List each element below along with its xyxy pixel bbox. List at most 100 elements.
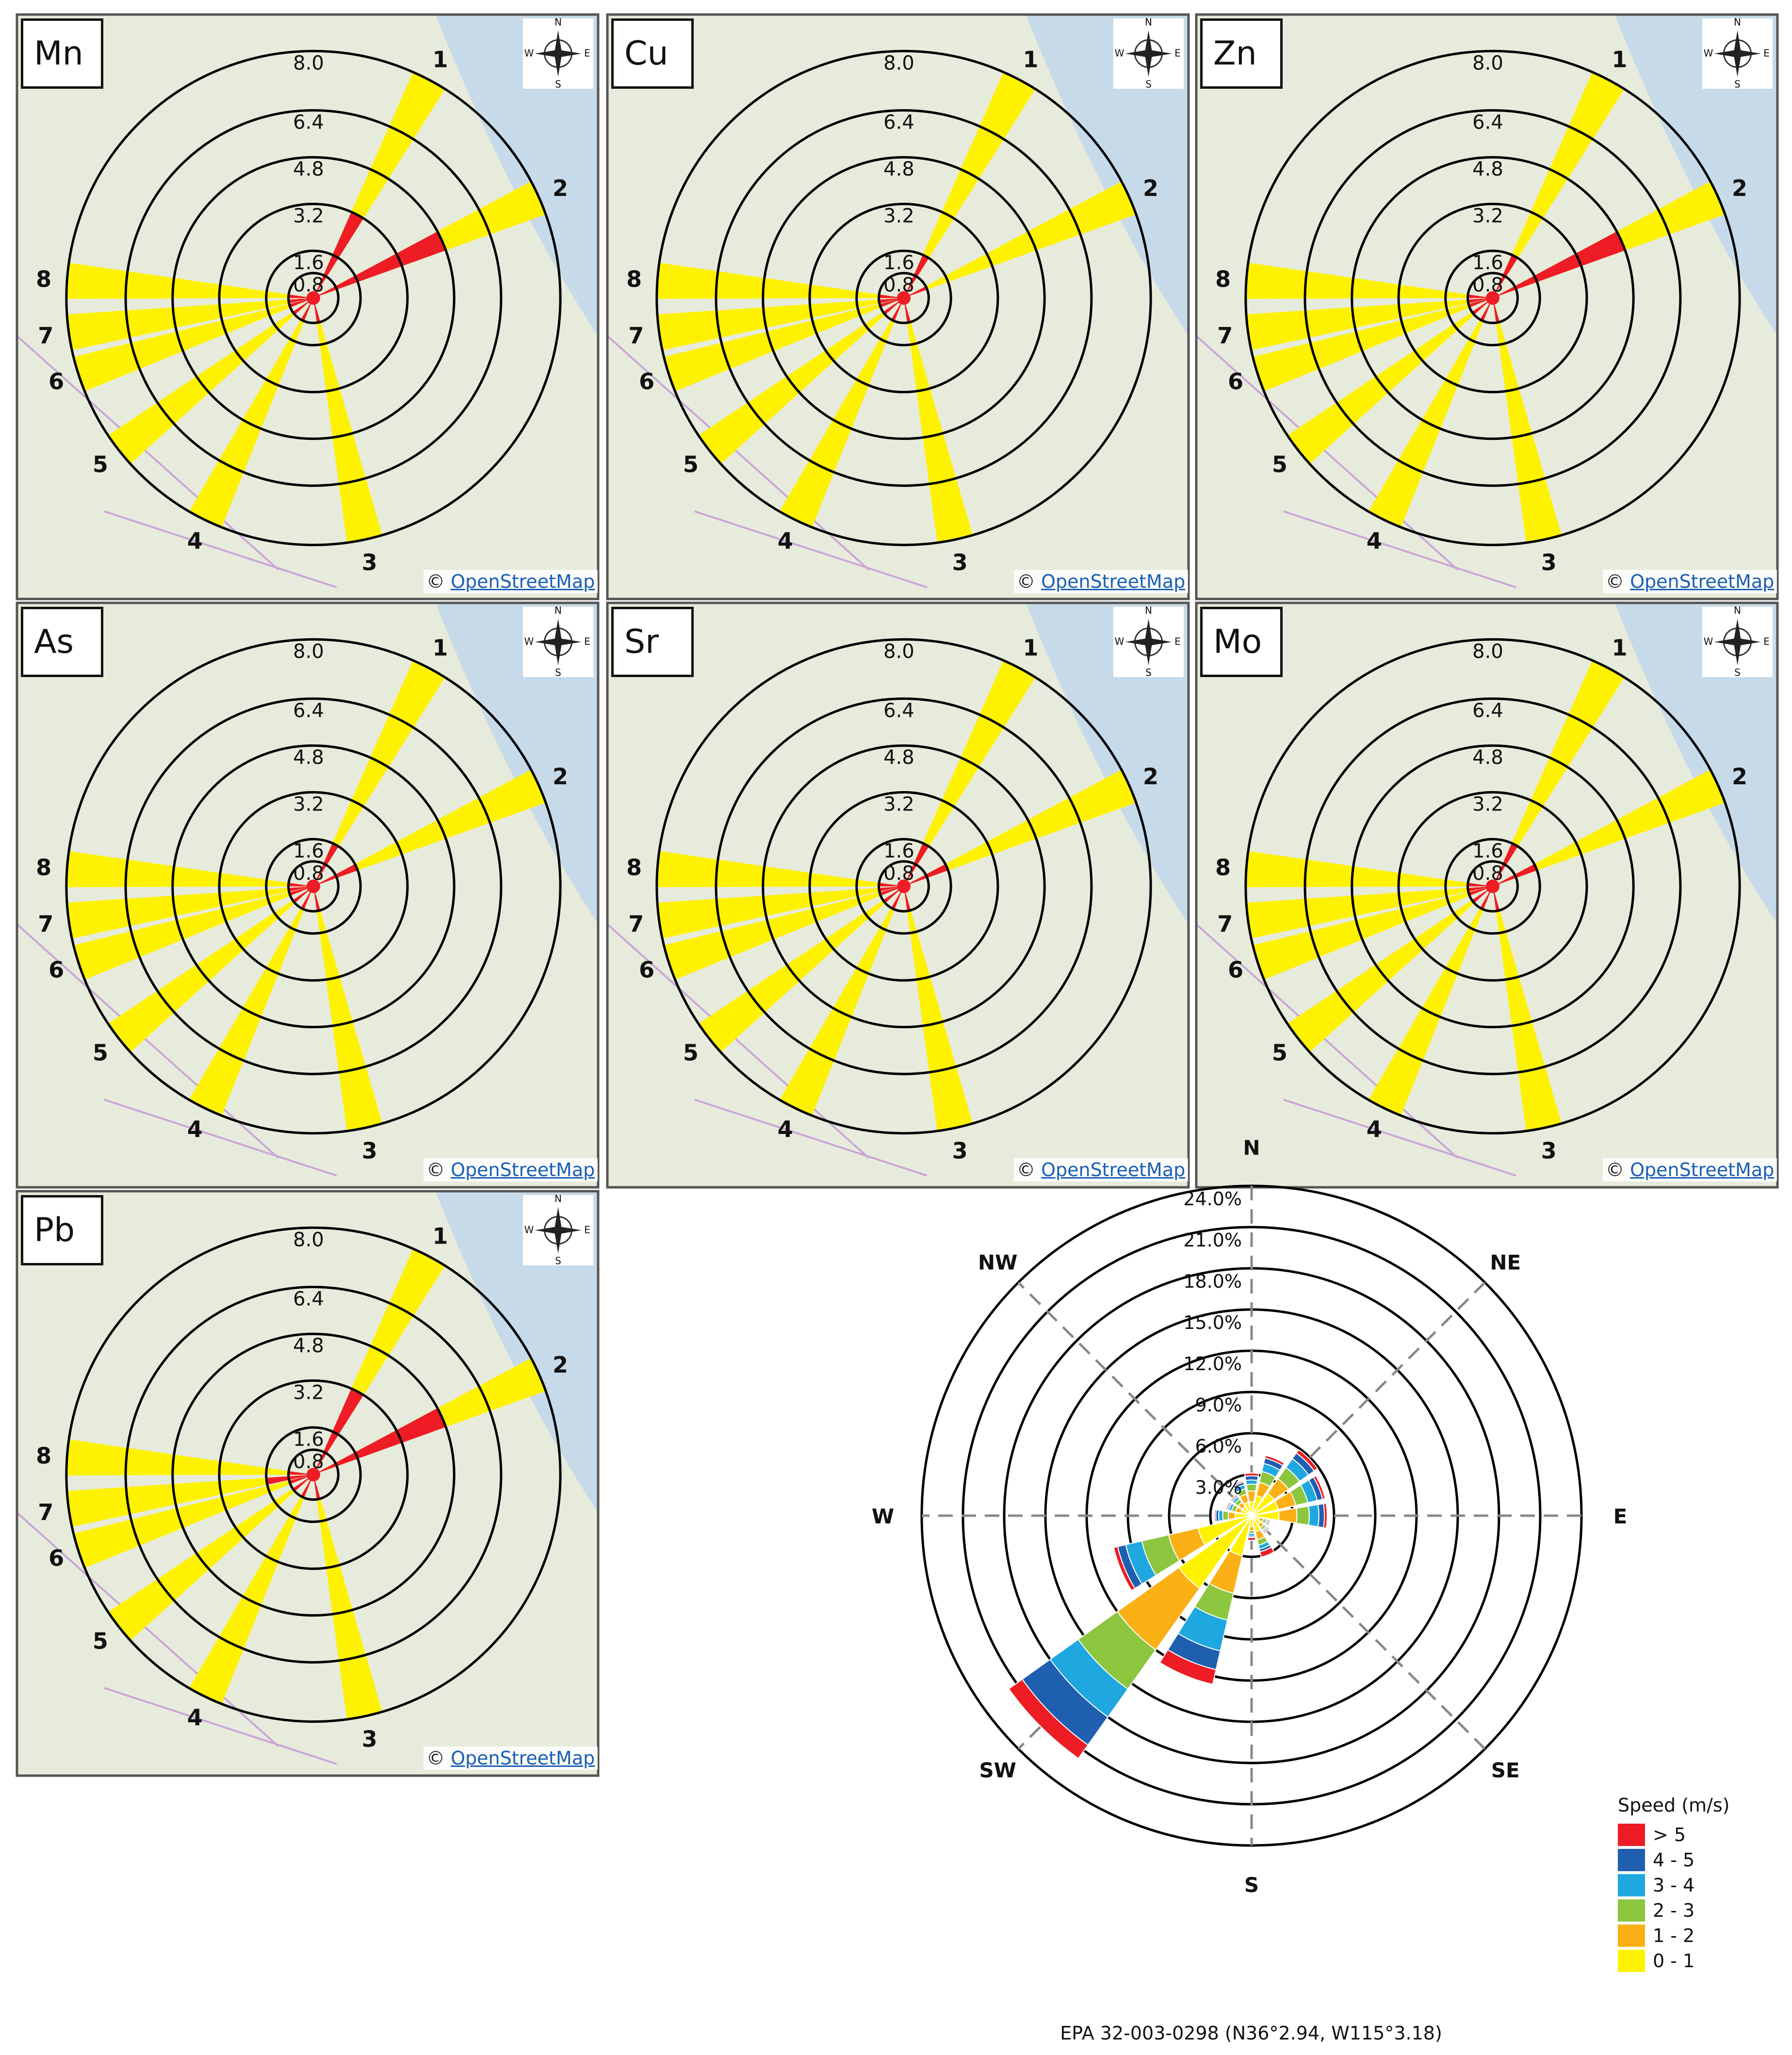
compass-letter: W bbox=[1704, 48, 1713, 59]
openstreetmap-link[interactable]: OpenStreetMap bbox=[1041, 571, 1186, 592]
sector-label: 1 bbox=[1612, 634, 1628, 661]
legend-swatch bbox=[1618, 1899, 1645, 1922]
sector-label: 7 bbox=[38, 323, 53, 349]
ring-label: 4.8 bbox=[883, 746, 914, 769]
map-panel-zn: 0.81.6 3.2 4.8 6.4 8.0 1 2 3 4 5 6 7 8 N E S W bbox=[1195, 13, 1779, 600]
sector-1-yellow bbox=[1492, 660, 1625, 887]
ring-1.6 bbox=[265, 249, 362, 347]
panel-frame bbox=[1195, 601, 1779, 1189]
ring-6.4 bbox=[124, 109, 503, 487]
compass-letter: N bbox=[1734, 605, 1741, 616]
sector-label: 3 bbox=[362, 1137, 377, 1164]
sector-label: 1 bbox=[1023, 46, 1039, 72]
sector-6-yellow bbox=[1253, 298, 1493, 391]
petal-270-bin-1 bbox=[1227, 1511, 1236, 1521]
petal-270-bin-2 bbox=[1222, 1510, 1229, 1521]
sector-7-yellow bbox=[66, 886, 313, 939]
osm-credit: © OpenStreetMap bbox=[1603, 1158, 1777, 1181]
compass-letter: W bbox=[1115, 48, 1124, 59]
compass-letter: S bbox=[1145, 667, 1152, 679]
sector-label: 6 bbox=[49, 957, 64, 983]
ring-6.4 bbox=[715, 697, 1093, 1075]
osm-credit: © OpenStreetMap bbox=[1014, 1158, 1189, 1181]
element-label: Zn bbox=[1200, 18, 1283, 89]
ring-label: 4.8 bbox=[1472, 746, 1503, 769]
openstreetmap-link[interactable]: OpenStreetMap bbox=[451, 571, 595, 592]
highway-road bbox=[1195, 335, 1516, 588]
legend-label: 0 - 1 bbox=[1653, 1950, 1694, 1972]
ring-label: 8.0 bbox=[293, 640, 324, 663]
ring-1.6 bbox=[265, 838, 362, 935]
petal-0-bin-2 bbox=[1246, 1483, 1257, 1492]
legend-label: 1 - 2 bbox=[1653, 1925, 1694, 1946]
compass-letter: S bbox=[1734, 79, 1741, 90]
compass-star bbox=[535, 30, 582, 77]
petal-135-bin-5 bbox=[1263, 1527, 1271, 1535]
openstreetmap-link[interactable]: OpenStreetMap bbox=[1630, 1159, 1775, 1181]
sector-4-yellow bbox=[779, 298, 904, 528]
ring-label: 1.6 bbox=[293, 252, 324, 274]
sector-label: 5 bbox=[1272, 451, 1287, 477]
compass-letter: E bbox=[1174, 48, 1181, 59]
sector-1-yellow bbox=[903, 660, 1036, 887]
legend-label: 4 - 5 bbox=[1653, 1849, 1694, 1871]
openstreetmap-link[interactable]: OpenStreetMap bbox=[451, 1748, 595, 1769]
petal-112.5-bin-5 bbox=[1266, 1519, 1271, 1527]
highway-road bbox=[16, 335, 337, 588]
sector-label: 8 bbox=[1215, 266, 1231, 292]
sector-label: 4 bbox=[187, 1704, 203, 1731]
ring-0.8 bbox=[287, 1448, 340, 1501]
center-dot bbox=[306, 879, 320, 893]
ring-0.8 bbox=[1466, 860, 1519, 913]
openstreetmap-link[interactable]: OpenStreetMap bbox=[1041, 1159, 1186, 1181]
map-panel-cu: 0.81.6 3.2 4.8 6.4 8.0 1 2 3 4 5 6 7 8 N E S W bbox=[606, 13, 1190, 600]
sector-7-yellow bbox=[657, 886, 904, 939]
copyright-symbol: © bbox=[426, 1748, 451, 1769]
panel-frame bbox=[606, 601, 1190, 1189]
petal-337.5-bin-5 bbox=[1232, 1480, 1245, 1488]
legend-label: 3 - 4 bbox=[1653, 1875, 1694, 1896]
ring-6.4 bbox=[124, 1285, 503, 1664]
highway-road bbox=[16, 923, 337, 1177]
sector-label: 8 bbox=[626, 266, 642, 292]
sector-label: 5 bbox=[1272, 1039, 1287, 1066]
ring-label: 1.6 bbox=[1472, 840, 1503, 862]
direction-label-nw: NW bbox=[978, 1251, 1017, 1275]
sector-label: 3 bbox=[1541, 549, 1557, 575]
petal-45-bin-5 bbox=[1295, 1449, 1319, 1472]
legend-title: Speed (m/s) bbox=[1618, 1795, 1729, 1816]
compass-letter: W bbox=[524, 1224, 534, 1236]
compass-letter: N bbox=[1145, 605, 1152, 616]
ring-label: 3.2 bbox=[1472, 793, 1503, 815]
sector-6-yellow bbox=[1253, 886, 1493, 980]
legend-swatch bbox=[1618, 1824, 1645, 1846]
compass-letter: N bbox=[1734, 16, 1741, 28]
openstreetmap-link[interactable]: OpenStreetMap bbox=[1630, 571, 1775, 592]
ring-4.8 bbox=[762, 156, 1046, 440]
ring-3.2 bbox=[218, 202, 409, 393]
ring-label: 1.6 bbox=[883, 252, 914, 274]
sector-6-yellow bbox=[73, 298, 313, 391]
petal-0-bin-1 bbox=[1247, 1490, 1256, 1503]
petal-67.5-bin-5 bbox=[1312, 1475, 1326, 1500]
petal-90-bin-1 bbox=[1278, 1507, 1298, 1524]
copyright-symbol: © bbox=[1606, 1159, 1630, 1181]
map-panel-mo: 0.81.6 3.2 4.8 6.4 8.0 1 2 3 4 5 6 7 8 N E S W bbox=[1195, 601, 1779, 1189]
highway-road bbox=[1195, 923, 1516, 1177]
petal-90-bin-5 bbox=[1322, 1503, 1328, 1529]
ring-label: 1.6 bbox=[293, 840, 324, 862]
sector-label: 6 bbox=[639, 957, 654, 983]
sector-label: 7 bbox=[1217, 911, 1233, 937]
sector-6-yellow bbox=[73, 886, 313, 980]
sector-label: 2 bbox=[553, 1352, 568, 1378]
sector-label: 4 bbox=[778, 1116, 793, 1142]
ring-8 bbox=[655, 49, 1152, 547]
ring-label: 3.2 bbox=[293, 1381, 324, 1404]
openstreetmap-link[interactable]: OpenStreetMap bbox=[451, 1159, 595, 1181]
ring-3.2 bbox=[808, 791, 999, 982]
compass-letter: S bbox=[555, 1255, 561, 1267]
element-label: Pb bbox=[21, 1195, 103, 1265]
compass-letter: E bbox=[584, 636, 590, 647]
sector-2-red bbox=[313, 231, 446, 298]
compass-letter: N bbox=[554, 16, 562, 28]
